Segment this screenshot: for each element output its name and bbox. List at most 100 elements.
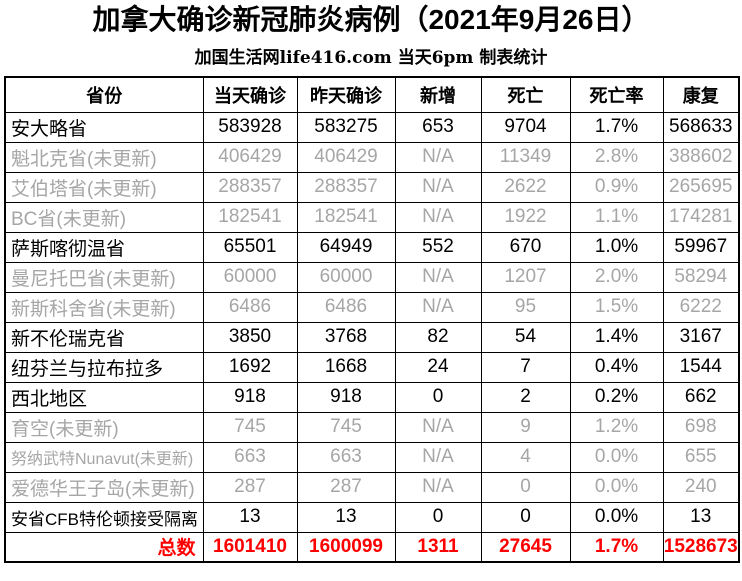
province-cell: 纽芬兰与拉布拉多 [4,351,204,383]
value-cell: 655 [662,441,740,473]
value-cell: 60000 [202,261,298,293]
value-cell: 27645 [480,531,571,563]
value-cell: N/A [394,171,482,203]
value-cell: 1601410 [202,531,298,563]
covid-stats-table: 省份 当天确诊 昨天确诊 新增 死亡 死亡率 康复 安大略省 583928 583275 653 9… [4,76,740,563]
value-cell: 2.0% [569,261,664,293]
value-cell: 287 [202,471,298,503]
column-header: 当天确诊 [202,76,298,113]
column-header: 昨天确诊 [296,76,396,113]
column-header: 死亡率 [569,76,664,113]
value-cell: 288357 [202,171,298,203]
value-cell: 0 [394,381,482,413]
value-cell: 0.0% [569,501,664,533]
value-cell: 82 [394,321,482,353]
value-cell: 406429 [296,141,396,173]
value-cell: 0.4% [569,351,664,383]
column-header: 康复 [662,76,740,113]
table-row: 曼尼托巴省(未更新) 60000 60000 N/A 1207 2.0% 58294 [4,261,740,293]
column-header: 省份 [4,76,204,113]
table-row: 努纳武特Nunavut(未更新) 663 663 N/A 4 0.0% 655 [4,441,740,473]
province-cell: BC省(未更新) [4,201,204,233]
value-cell: N/A [394,201,482,233]
value-cell: 174281 [662,201,740,233]
value-cell: 287 [296,471,396,503]
table-row: 新不伦瑞克省 3850 3768 82 54 1.4% 3167 [4,321,740,353]
value-cell: 406429 [202,141,298,173]
value-cell: 388602 [662,141,740,173]
table-row: 纽芬兰与拉布拉多 1692 1668 24 7 0.4% 1544 [4,351,740,383]
value-cell: 13 [662,501,740,533]
value-cell: 1692 [202,351,298,383]
value-cell: 2622 [480,171,571,203]
value-cell: 568633 [662,111,740,143]
table-row: 新斯科舍省(未更新) 6486 6486 N/A 95 1.5% 6222 [4,291,740,323]
table-header-row: 省份 当天确诊 昨天确诊 新增 死亡 死亡率 康复 [4,76,740,113]
value-cell: 9 [480,411,571,443]
value-cell: 59967 [662,231,740,263]
value-cell: 7 [480,351,571,383]
value-cell: 3850 [202,321,298,353]
value-cell: 65501 [202,231,298,263]
value-cell: 1544 [662,351,740,383]
value-cell: 182541 [202,201,298,233]
value-cell: 0 [394,501,482,533]
table-body: 安大略省 583928 583275 653 9704 1.7% 568633 魁北克省(未更… [4,111,740,563]
value-cell: N/A [394,471,482,503]
province-cell: 新不伦瑞克省 [4,321,204,353]
value-cell: 918 [202,381,298,413]
table-row: BC省(未更新) 182541 182541 N/A 1922 1.1% 174281 [4,201,740,233]
page-subtitle: 加国生活网life416.com 当天6pm 制表统计 [194,48,548,68]
value-cell: 0.9% [569,171,664,203]
table-row: 艾伯塔省(未更新) 288357 288357 N/A 2622 0.9% 265695 [4,171,740,203]
value-cell: N/A [394,141,482,173]
value-cell: 54 [480,321,571,353]
value-cell: 1668 [296,351,396,383]
table-row: 萨斯喀彻温省 65501 64949 552 670 1.0% 59967 [4,231,740,263]
value-cell: 58294 [662,261,740,293]
value-cell: 1.5% [569,291,664,323]
province-cell: 西北地区 [4,381,204,413]
total-row: 总数 1601410 1600099 1311 27645 1.7% 1528673 [4,531,740,563]
value-cell: 265695 [662,171,740,203]
value-cell: 1.4% [569,321,664,353]
value-cell: 745 [202,411,298,443]
value-cell: 1528673 [662,531,740,563]
value-cell: 1207 [480,261,571,293]
value-cell: 745 [296,411,396,443]
value-cell: 653 [394,111,482,143]
value-cell: 6222 [662,291,740,323]
value-cell: N/A [394,261,482,293]
table-row: 安省CFB特伦顿接受隔离 13 13 0 0 0.0% 13 [4,501,740,533]
value-cell: 95 [480,291,571,323]
value-cell: 4 [480,441,571,473]
value-cell: 0 [480,471,571,503]
province-cell: 安大略省 [4,111,204,143]
province-cell: 曼尼托巴省(未更新) [4,261,204,293]
value-cell: N/A [394,441,482,473]
value-cell: 13 [202,501,298,533]
value-cell: 288357 [296,171,396,203]
value-cell: 9704 [480,111,571,143]
value-cell: 64949 [296,231,396,263]
table-row: 西北地区 918 918 0 2 0.2% 662 [4,381,740,413]
value-cell: 24 [394,351,482,383]
value-cell: 0 [480,501,571,533]
province-cell: 育空(未更新) [4,411,204,443]
province-cell: 新斯科舍省(未更新) [4,291,204,323]
value-cell: 583928 [202,111,298,143]
value-cell: 670 [480,231,571,263]
value-cell: 0.0% [569,441,664,473]
value-cell: 1922 [480,201,571,233]
table-row: 爱德华王子岛(未更新) 287 287 N/A 0 0.0% 240 [4,471,740,503]
value-cell: 60000 [296,261,396,293]
value-cell: 240 [662,471,740,503]
table-row: 育空(未更新) 745 745 N/A 9 1.2% 698 [4,411,740,443]
province-cell: 安省CFB特伦顿接受隔离 [4,501,204,533]
table-row: 安大略省 583928 583275 653 9704 1.7% 568633 [4,111,740,143]
value-cell: 1311 [394,531,482,563]
value-cell: 663 [202,441,298,473]
value-cell: 1.7% [569,531,664,563]
province-cell: 萨斯喀彻温省 [4,231,204,263]
